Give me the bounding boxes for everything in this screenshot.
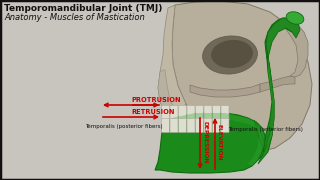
Text: ELEVATION: ELEVATION	[217, 124, 222, 160]
Polygon shape	[163, 113, 265, 166]
Ellipse shape	[203, 36, 258, 74]
Ellipse shape	[211, 40, 253, 68]
Text: PROTRUSION: PROTRUSION	[131, 97, 180, 103]
FancyBboxPatch shape	[187, 118, 195, 132]
Polygon shape	[260, 76, 295, 92]
Polygon shape	[158, 70, 175, 115]
Ellipse shape	[286, 12, 304, 24]
Polygon shape	[172, 1, 312, 152]
Polygon shape	[256, 18, 294, 160]
FancyBboxPatch shape	[170, 105, 178, 120]
FancyBboxPatch shape	[204, 118, 212, 132]
Text: DEPRESSION: DEPRESSION	[202, 121, 207, 163]
FancyBboxPatch shape	[196, 105, 204, 120]
FancyBboxPatch shape	[212, 105, 220, 120]
FancyBboxPatch shape	[221, 105, 229, 120]
Text: Temporalis (posterior fibers): Temporalis (posterior fibers)	[85, 124, 163, 129]
FancyBboxPatch shape	[170, 118, 178, 132]
Polygon shape	[155, 112, 265, 173]
FancyBboxPatch shape	[212, 118, 220, 132]
FancyBboxPatch shape	[179, 118, 187, 132]
FancyBboxPatch shape	[162, 118, 170, 132]
Text: Temporalis (anterior fibers): Temporalis (anterior fibers)	[228, 127, 303, 132]
Polygon shape	[254, 18, 300, 164]
FancyBboxPatch shape	[162, 105, 170, 120]
Text: RETRUSION: RETRUSION	[131, 109, 174, 115]
FancyBboxPatch shape	[179, 105, 187, 120]
Polygon shape	[285, 22, 308, 77]
Polygon shape	[158, 5, 186, 115]
FancyBboxPatch shape	[196, 118, 204, 132]
Polygon shape	[266, 56, 274, 146]
Text: Temporomandibular Joint (TMJ): Temporomandibular Joint (TMJ)	[4, 4, 162, 13]
FancyBboxPatch shape	[204, 105, 212, 120]
Polygon shape	[190, 84, 260, 97]
Text: Anatomy - Muscles of Mastication: Anatomy - Muscles of Mastication	[4, 13, 145, 22]
FancyBboxPatch shape	[221, 118, 229, 132]
FancyBboxPatch shape	[187, 105, 195, 120]
